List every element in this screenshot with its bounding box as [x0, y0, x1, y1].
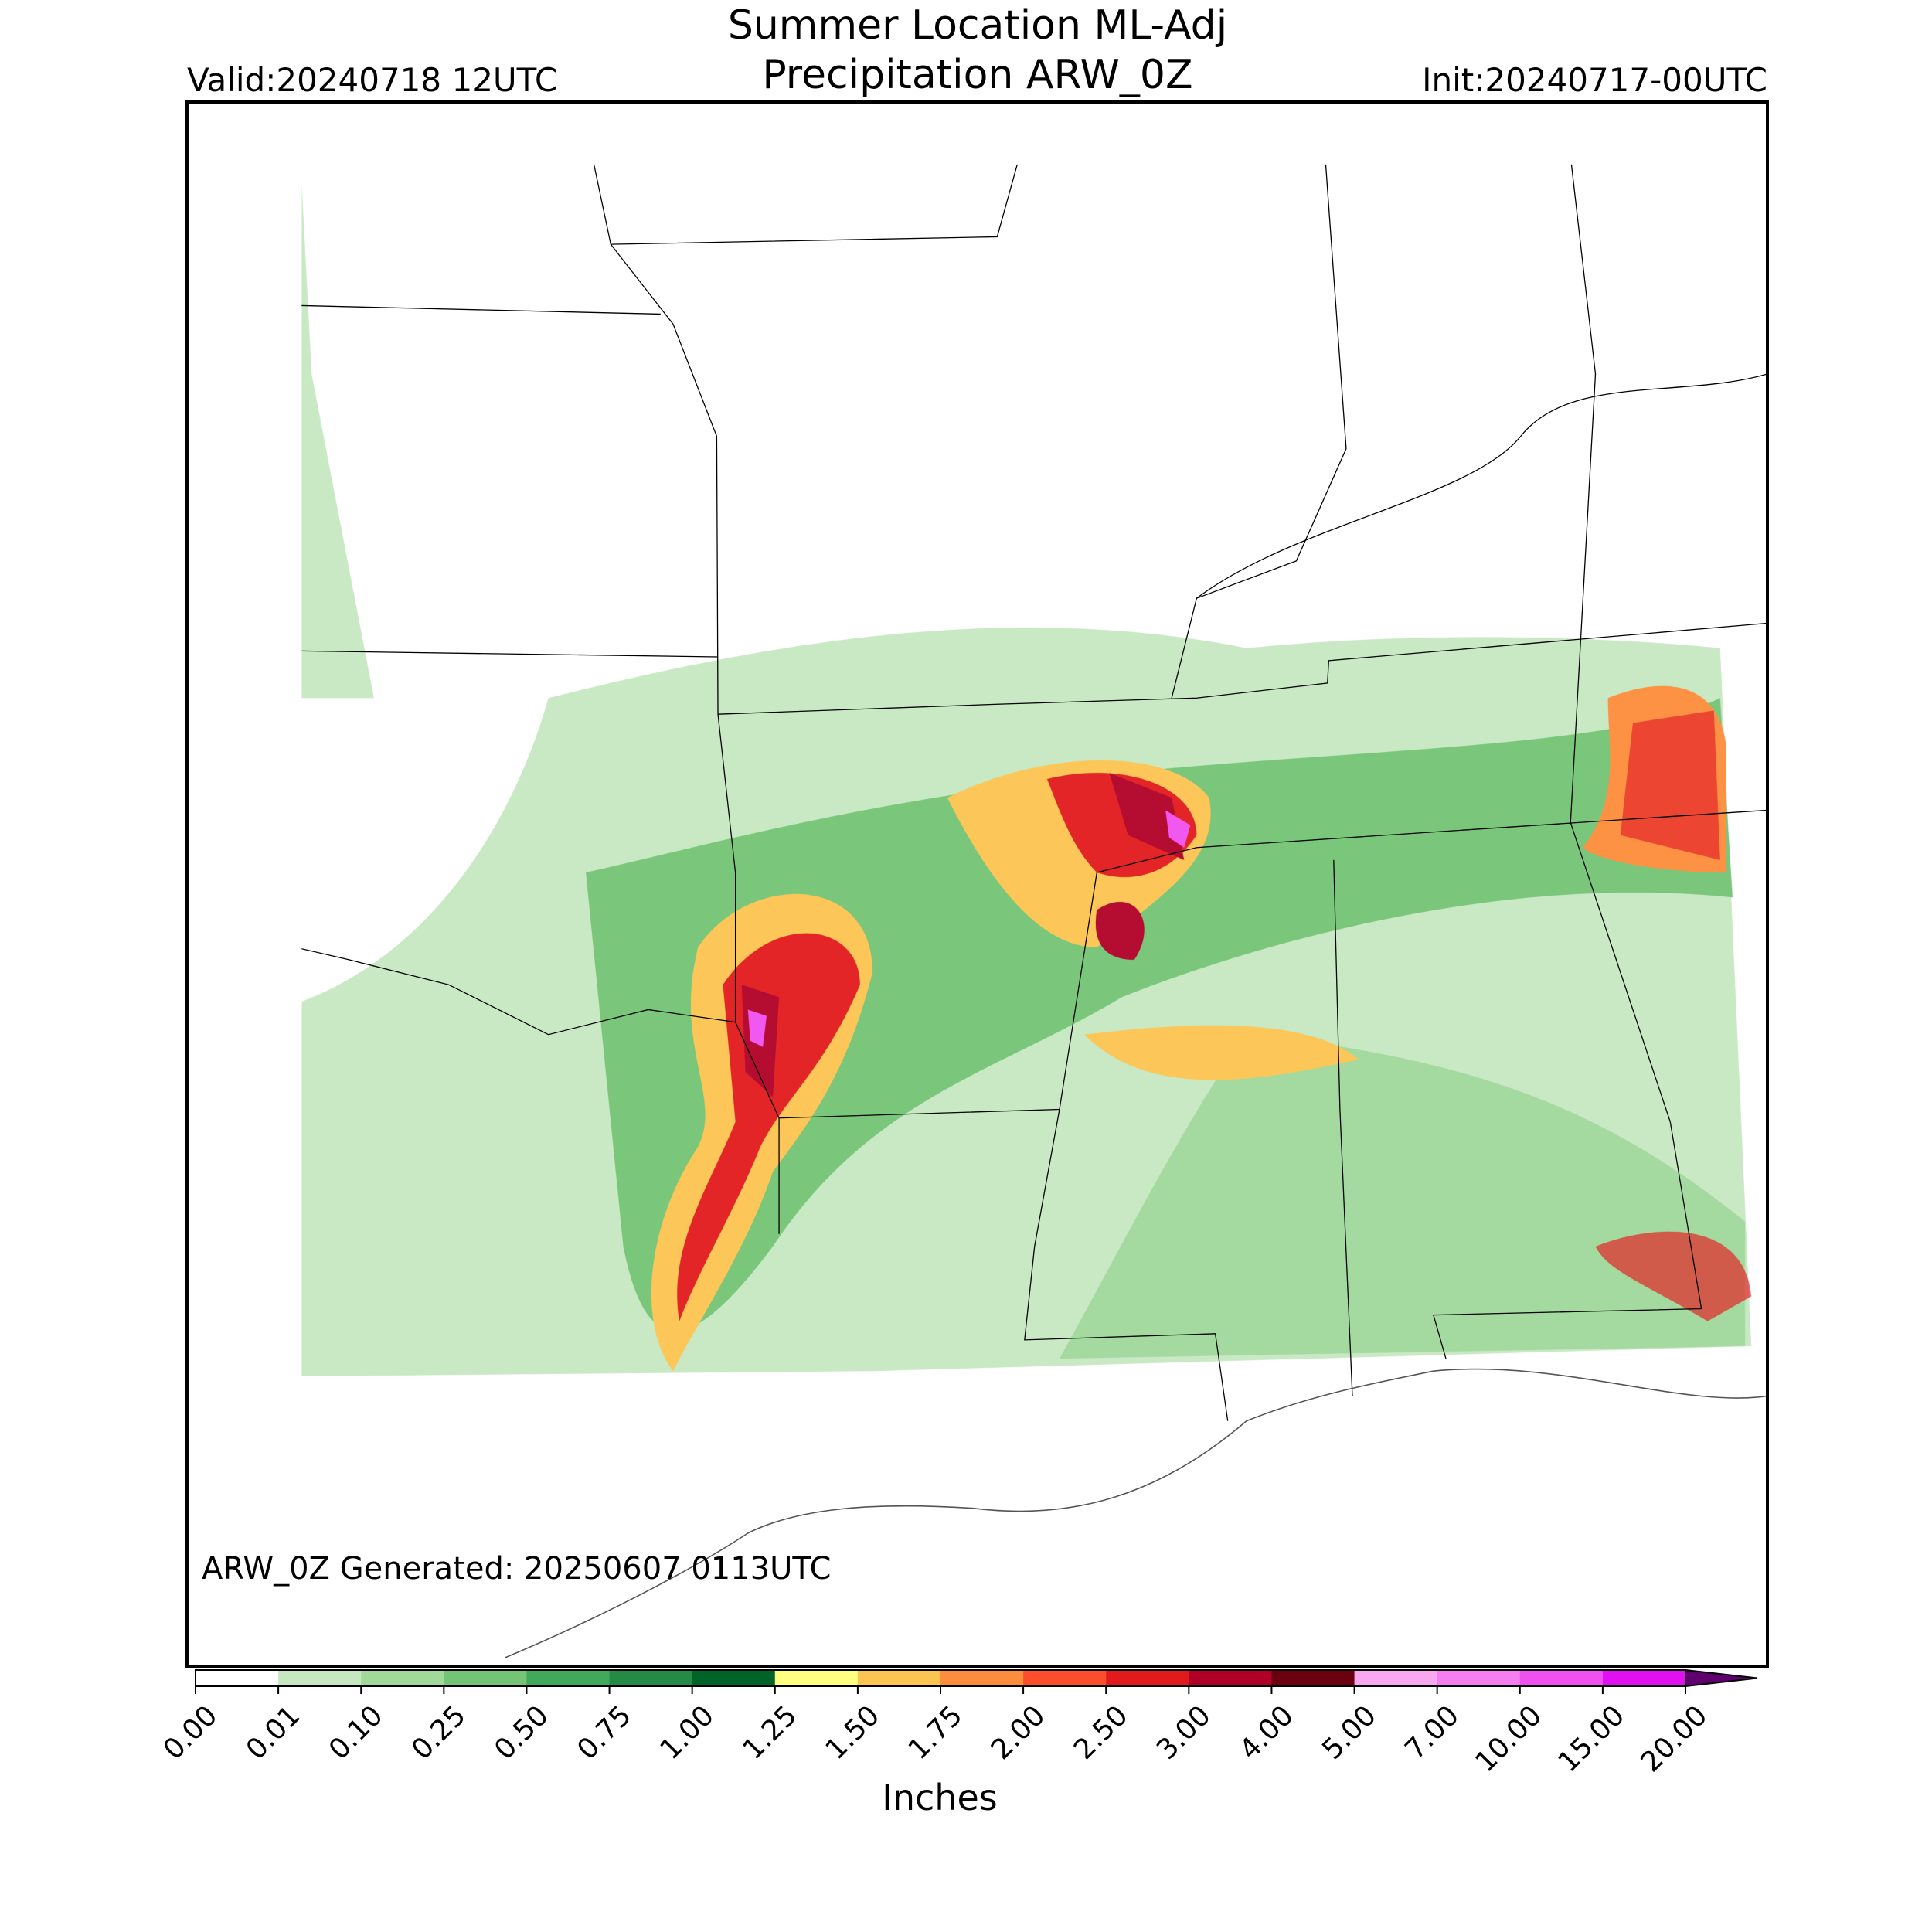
colorbar-tick-label: 1.50	[820, 1699, 886, 1766]
colorbar-bin	[609, 1670, 693, 1686]
colorbar-bin	[692, 1670, 776, 1686]
colorbar-tick-label: 0.01	[240, 1699, 307, 1766]
colorbar-tick-label: 2.50	[1068, 1699, 1134, 1766]
colorbar-tick-label: 0.00	[158, 1699, 224, 1766]
colorbar-tick-label: 2.00	[985, 1699, 1052, 1766]
colorbar-tick-label: 4.00	[1233, 1699, 1300, 1766]
borders	[301, 164, 1768, 1421]
precip-field	[301, 182, 1752, 1376]
colorbar-bin	[1519, 1670, 1604, 1686]
colorbar-tick-label: 1.25	[737, 1699, 804, 1766]
colorbar-tick-label: 20.00	[1635, 1699, 1714, 1778]
colorbar-bin	[940, 1670, 1024, 1686]
colorbar: 0.00 0.01 0.10 0.25 0.50 0.75 1.00 1.25 1.50 1.75…	[158, 1668, 1758, 1778]
colorbar-bin	[1602, 1670, 1686, 1686]
map: ARW_0Z Generated: 20250607 0113UTC	[185, 100, 1769, 1668]
colorbar-tick-label: 1.75	[903, 1699, 969, 1766]
coastline	[504, 1368, 1768, 1658]
colorbar-bin	[1106, 1670, 1189, 1686]
colorbar-tick-label: 5.00	[1316, 1699, 1383, 1766]
colorbar-bin	[526, 1670, 611, 1686]
colorbar-tick-label: 15.00	[1552, 1699, 1631, 1778]
colorbar-tick-label: 0.50	[488, 1699, 555, 1766]
colorbar-bin	[774, 1670, 859, 1686]
colorbar-tick-label: 0.75	[571, 1699, 638, 1766]
colorbar-tick-label: 10.00	[1469, 1699, 1548, 1778]
title: Summer Location ML-Adj	[728, 2, 1227, 49]
colorbar-bin	[1189, 1670, 1272, 1686]
colorbar-label: Inches	[882, 1777, 997, 1818]
colorbar-extend	[1685, 1668, 1758, 1688]
init-time: Init:20240717-00UTC	[1422, 61, 1767, 99]
colorbar-bin	[278, 1670, 362, 1686]
colorbar-bin	[196, 1670, 279, 1686]
colorbar-bin	[361, 1670, 444, 1686]
annotation: ARW_0Z Generated: 20250607 0113UTC	[202, 1551, 831, 1587]
colorbar-tick-label: 3.00	[1151, 1699, 1217, 1766]
colorbar-tick-label: 1.00	[654, 1699, 720, 1766]
colorbar-tick-label: 0.10	[323, 1699, 389, 1766]
colorbar-bin	[444, 1670, 527, 1686]
colorbar-tick-label: 7.00	[1399, 1699, 1465, 1766]
colorbar-bin	[1354, 1670, 1438, 1686]
map-frame	[185, 100, 1769, 1668]
valid-time: Valid:20240718 12UTC	[187, 61, 557, 99]
colorbar-bin	[1437, 1670, 1521, 1686]
colorbar-bin	[857, 1670, 941, 1686]
colorbar-bin	[1271, 1670, 1355, 1686]
title: Precipitation ARW_0Z	[762, 52, 1192, 98]
colorbar-tick-label: 0.25	[406, 1699, 472, 1766]
colorbar-bin	[1023, 1670, 1107, 1686]
